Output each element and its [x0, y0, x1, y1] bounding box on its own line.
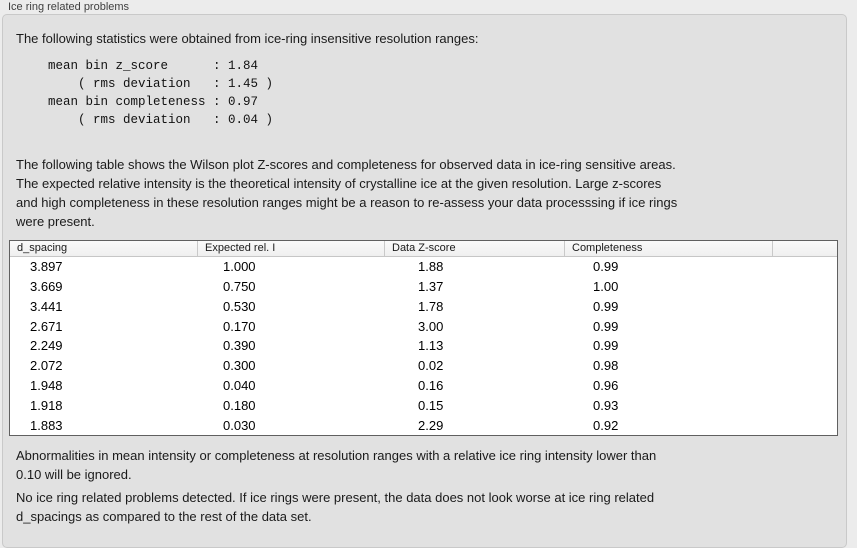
header-cell-filler — [773, 241, 837, 256]
table-cell-filler — [773, 415, 837, 435]
conclusion-text: No ice ring related problems detected. I… — [16, 490, 655, 524]
stats-block: mean bin z_score : 1.84 ( rms deviation … — [48, 59, 274, 127]
table-row[interactable]: 3.897 1.000 1.88 0.99 — [10, 257, 837, 277]
table-row[interactable]: 1.883 0.030 2.29 0.92 — [10, 415, 837, 435]
table-header: d_spacing Expected rel. I Data Z-score Comp… — [10, 241, 837, 257]
table-description: The following table shows the Wilson plo… — [16, 157, 678, 229]
table-cell-filler — [773, 395, 837, 415]
abnormalities-note: Abnormalities in mean intensity or compl… — [16, 448, 657, 482]
header-cell-d-spacing[interactable]: d_spacing — [10, 241, 198, 256]
table-cell: 1.78 — [418, 298, 444, 314]
table-cell-filler — [773, 316, 837, 336]
table-row[interactable]: 1.918 0.180 0.15 0.93 — [10, 395, 837, 415]
table-cell: 0.170 — [223, 318, 256, 334]
table-cell: 1.00 — [593, 279, 619, 295]
table-cell: 2.072 — [30, 358, 63, 374]
table-cell: 1.948 — [30, 377, 63, 393]
table-cell-filler — [773, 257, 837, 277]
table-cell: 0.300 — [223, 358, 256, 374]
table-cell-filler — [773, 336, 837, 356]
table-cell: 3.441 — [30, 298, 63, 314]
table-row[interactable]: 1.948 0.040 0.16 0.96 — [10, 376, 837, 396]
table-cell: 0.02 — [418, 358, 444, 374]
table-cell: 2.671 — [30, 318, 63, 334]
table-cell: 3.897 — [30, 259, 63, 275]
table-cell: 0.96 — [593, 377, 619, 393]
table-body: 3.897 1.000 1.88 0.99 3.669 0.750 1.37 1.00 3.44… — [10, 257, 837, 435]
table-cell: 2.29 — [418, 417, 444, 433]
table-cell: 0.98 — [593, 358, 619, 374]
header-cell-completeness[interactable]: Completeness — [565, 241, 773, 256]
table-cell-filler — [773, 297, 837, 317]
table-cell: 0.530 — [223, 298, 256, 314]
table-cell: 0.16 — [418, 377, 444, 393]
table-cell: 0.99 — [593, 338, 619, 354]
header-cell-expected-rel-i[interactable]: Expected rel. I — [198, 241, 385, 256]
groupbox-label: Ice ring related problems — [8, 1, 130, 13]
table-row[interactable]: 2.249 0.390 1.13 0.99 — [10, 336, 837, 356]
table-cell: 1.883 — [30, 417, 63, 433]
table-cell: 0.92 — [593, 417, 619, 433]
table-cell: 0.15 — [418, 397, 444, 413]
table-cell: 1.918 — [30, 397, 63, 413]
table-cell: 1.13 — [418, 338, 444, 354]
table-cell: 1.000 — [223, 259, 256, 275]
header-cell-data-z-score[interactable]: Data Z-score — [385, 241, 565, 256]
table-row[interactable]: 3.441 0.530 1.78 0.99 — [10, 297, 837, 317]
table-cell: 3.00 — [418, 318, 444, 334]
table-cell: 1.37 — [418, 279, 444, 295]
table-cell: 0.030 — [223, 417, 256, 433]
table-cell: 0.180 — [223, 397, 256, 413]
table-cell: 0.99 — [593, 318, 619, 334]
table-cell: 0.93 — [593, 397, 619, 413]
intro-text: The following statistics were obtained f… — [16, 31, 479, 46]
table-cell-filler — [773, 356, 837, 376]
table-cell: 3.669 — [30, 279, 63, 295]
table-cell: 0.99 — [593, 298, 619, 314]
table-cell: 0.750 — [223, 279, 256, 295]
table-cell-filler — [773, 376, 837, 396]
table-cell-filler — [773, 277, 837, 297]
table-row[interactable]: 3.669 0.750 1.37 1.00 — [10, 277, 837, 297]
table-cell: 0.390 — [223, 338, 256, 354]
results-table: d_spacing Expected rel. I Data Z-score Comp… — [9, 240, 838, 436]
table-row[interactable]: 2.072 0.300 0.02 0.98 — [10, 356, 837, 376]
table-cell: 2.249 — [30, 338, 63, 354]
table-cell: 1.88 — [418, 259, 444, 275]
table-cell: 0.99 — [593, 259, 619, 275]
table-row[interactable]: 2.671 0.170 3.00 0.99 — [10, 316, 837, 336]
table-cell: 0.040 — [223, 377, 256, 393]
